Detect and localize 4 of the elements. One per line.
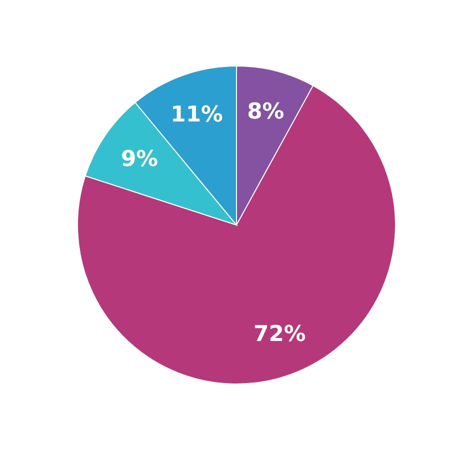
data-label: 8% [247,99,284,124]
data-label: 9% [120,147,158,172]
data-label: 11% [170,102,224,128]
data-label: 72% [254,322,306,347]
